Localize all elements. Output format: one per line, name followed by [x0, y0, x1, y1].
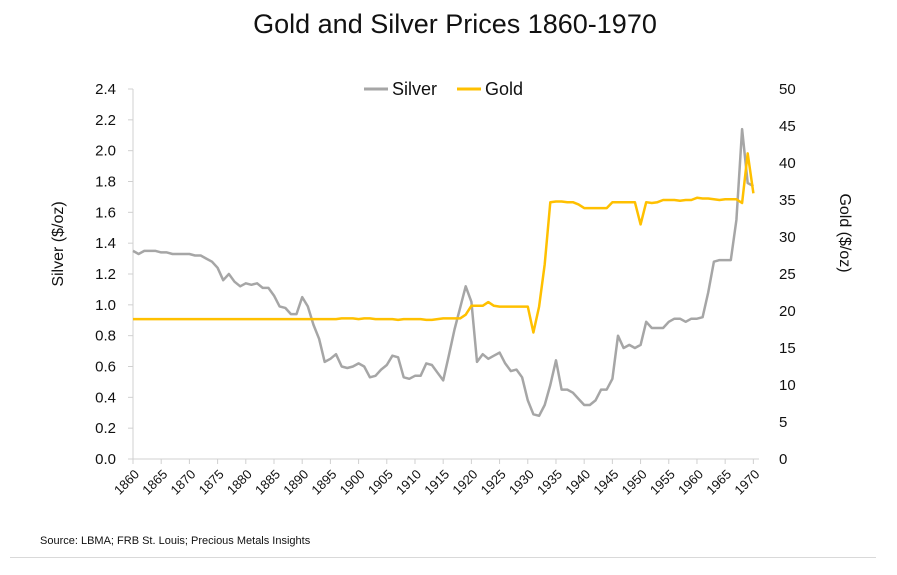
- left-tick-label: 0.4: [95, 389, 116, 406]
- left-tick-label: 1.4: [95, 235, 116, 252]
- left-tick-label: 1.6: [95, 204, 116, 221]
- divider: [10, 557, 876, 558]
- right-tick-label: 20: [779, 303, 796, 320]
- right-axis-ticks: 0 5 10 15 20 25 30 35 40 45 50: [779, 81, 796, 468]
- right-tick-label: 25: [779, 266, 796, 283]
- left-tick-label: 0.0: [95, 451, 116, 468]
- x-tick-label: 1965: [703, 467, 734, 498]
- legend: Silver Gold: [364, 79, 523, 99]
- legend-label-gold: Gold: [485, 79, 523, 99]
- x-tick-label: 1950: [619, 467, 650, 498]
- x-tick-label: 1935: [534, 467, 565, 498]
- x-tick-label: 1885: [252, 467, 283, 498]
- right-tick-label: 30: [779, 229, 796, 246]
- left-tick-label: 0.2: [95, 420, 116, 437]
- right-tick-label: 10: [779, 377, 796, 394]
- left-tick-label: 2.4: [95, 81, 116, 98]
- x-tick-label: 1905: [365, 467, 396, 498]
- series-line-silver: [132, 127, 754, 418]
- left-tick-label: 1.0: [95, 297, 116, 314]
- plot-area: [132, 127, 755, 418]
- x-tick-label: 1880: [224, 467, 255, 498]
- x-tick-label: 1955: [647, 467, 678, 498]
- x-tick-label: 1920: [449, 467, 480, 498]
- x-tick-label: 1865: [139, 467, 170, 498]
- left-tick-label: 0.8: [95, 328, 116, 345]
- x-tick-label: 1915: [421, 467, 452, 498]
- right-tick-label: 15: [779, 340, 796, 357]
- left-axis-label: Silver ($/oz): [50, 201, 67, 286]
- legend-label-silver: Silver: [392, 79, 437, 99]
- left-tick-label: 2.0: [95, 143, 116, 160]
- x-tick-label: 1925: [478, 467, 509, 498]
- x-tick-label: 1870: [167, 467, 198, 498]
- x-tick-label: 1940: [562, 467, 593, 498]
- x-tick-label: 1960: [675, 467, 706, 498]
- left-tick-label: 1.8: [95, 174, 116, 191]
- right-tick-label: 5: [779, 414, 787, 431]
- x-tick-label: 1895: [308, 467, 339, 498]
- source-note: Source: LBMA; FRB St. Louis; Precious Me…: [40, 535, 311, 547]
- x-tick-label: 1900: [337, 467, 368, 498]
- x-tick-label: 1930: [506, 467, 537, 498]
- x-tick-label: 1910: [393, 467, 424, 498]
- right-tick-label: 40: [779, 155, 796, 172]
- x-tick-label: 1890: [280, 467, 311, 498]
- chart-title: Gold and Silver Prices 1860-1970: [253, 9, 657, 39]
- left-tick-label: 0.6: [95, 359, 116, 376]
- x-tick-label: 1875: [196, 467, 227, 498]
- x-tick-label: 1970: [731, 467, 762, 498]
- left-tick-label: 2.2: [95, 112, 116, 129]
- right-axis-label: Gold ($/oz): [836, 193, 853, 272]
- x-tick-label: 1860: [111, 467, 142, 498]
- right-tick-label: 35: [779, 192, 796, 209]
- x-axis-ticks: 1860186518701875188018851890189519001905…: [111, 459, 762, 498]
- left-tick-label: 1.2: [95, 266, 116, 283]
- right-tick-label: 50: [779, 81, 796, 98]
- right-tick-label: 0: [779, 451, 787, 468]
- right-tick-label: 45: [779, 118, 796, 135]
- series-line-gold: [133, 152, 755, 334]
- left-axis-ticks: 0.0 0.2 0.4 0.6 0.8 1.0 1.2 1.4 1.6 1.8 2.0 2.2 2.4: [95, 81, 133, 468]
- x-tick-label: 1945: [590, 467, 621, 498]
